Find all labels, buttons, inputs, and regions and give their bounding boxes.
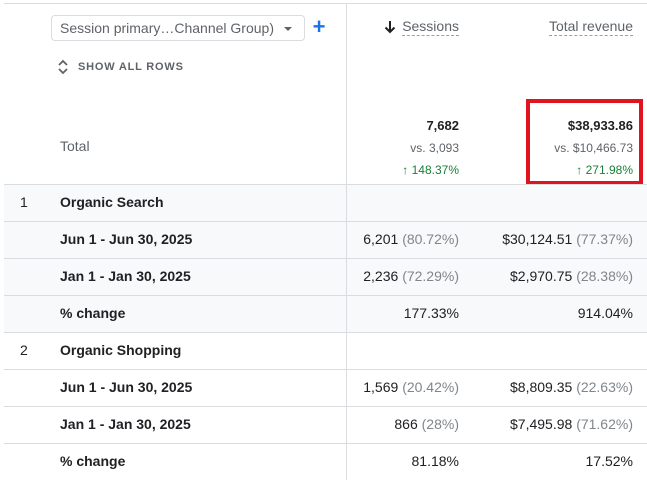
sessions-cell: 1,569 (20.42%) [363, 379, 459, 395]
revenue-cell: $7,495.98 (71.62%) [510, 416, 633, 432]
divider [4, 3, 647, 4]
add-dimension-button[interactable]: + [311, 14, 327, 39]
column-header-total-revenue[interactable]: Total revenue [548, 16, 633, 38]
row-label: % change [60, 453, 126, 469]
column-header-label: Sessions [402, 18, 459, 36]
dimension-select-label: Session primary…Channel Group) [60, 20, 274, 36]
sessions-cell: 177.33% [403, 305, 459, 321]
column-header-label: Total revenue [548, 18, 633, 36]
column-divider [346, 184, 347, 480]
divider [4, 443, 647, 444]
sessions-cell: 2,236 (72.29%) [363, 268, 459, 284]
dimension-select[interactable]: Session primary…Channel Group) [51, 15, 305, 41]
column-header-sessions[interactable]: Sessions [384, 16, 459, 38]
row-index: 1 [20, 194, 28, 210]
row-label: Jun 1 - Jun 30, 2025 [60, 379, 193, 395]
revenue-cell: $2,970.75 (28.38%) [510, 268, 633, 284]
arrow-down-icon [384, 20, 396, 34]
total-sessions-value: 7,682 [426, 118, 459, 133]
show-all-rows-label: SHOW ALL ROWS [78, 61, 184, 73]
row-index: 2 [20, 342, 28, 358]
table-row[interactable]: % change 177.33% 914.04% [4, 295, 647, 332]
table-row[interactable]: % change 81.18% 17.52% [4, 443, 647, 480]
sessions-cell: 866 (28%) [394, 416, 459, 432]
table-row[interactable]: Jan 1 - Jan 30, 2025 2,236 (72.29%) $2,9… [4, 258, 647, 295]
revenue-cell: 17.52% [585, 453, 633, 469]
total-revenue-compare: vs. $10,466.73 [554, 141, 633, 155]
row-label: Jan 1 - Jan 30, 2025 [60, 268, 191, 284]
divider [4, 406, 647, 407]
total-revenue: $38,933.86 vs. $10,466.73 ↑ 271.98% [554, 115, 633, 181]
row-label: Jan 1 - Jan 30, 2025 [60, 416, 191, 432]
total-revenue-change: ↑ 271.98% [576, 163, 633, 177]
table-row[interactable]: Jun 1 - Jun 30, 2025 1,569 (20.42%) $8,8… [4, 369, 647, 406]
total-sessions-change: ↑ 148.37% [402, 163, 459, 177]
row-label: Jun 1 - Jun 30, 2025 [60, 231, 193, 247]
total-sessions: 7,682 vs. 3,093 ↑ 148.37% [402, 115, 459, 181]
group-name: Organic Search [60, 194, 164, 210]
divider [4, 221, 647, 222]
total-sessions-compare: vs. 3,093 [410, 141, 459, 155]
plus-icon: + [312, 14, 326, 39]
revenue-cell: $8,809.35 (22.63%) [510, 379, 633, 395]
table-row-group[interactable]: 1 Organic Search [4, 184, 647, 221]
dropdown-caret-icon [284, 27, 292, 31]
show-all-rows-button[interactable]: SHOW ALL ROWS [57, 58, 184, 76]
unfold-icon [57, 58, 69, 76]
total-revenue-value: $38,933.86 [567, 118, 633, 133]
divider [4, 258, 647, 259]
revenue-cell: 914.04% [577, 305, 633, 321]
table-row-group[interactable]: 2 Organic Shopping [4, 332, 647, 369]
divider [4, 332, 647, 333]
divider [4, 369, 647, 370]
sessions-cell: 81.18% [411, 453, 459, 469]
total-label: Total [60, 138, 90, 154]
divider [4, 295, 647, 296]
table-row[interactable]: Jan 1 - Jan 30, 2025 866 (28%) $7,495.98… [4, 406, 647, 443]
row-label: % change [60, 305, 126, 321]
revenue-cell: $30,124.51 (77.37%) [502, 231, 633, 247]
group-name: Organic Shopping [60, 342, 182, 358]
divider [4, 184, 647, 185]
table-row[interactable]: Jun 1 - Jun 30, 2025 6,201 (80.72%) $30,… [4, 221, 647, 258]
sessions-cell: 6,201 (80.72%) [363, 231, 459, 247]
